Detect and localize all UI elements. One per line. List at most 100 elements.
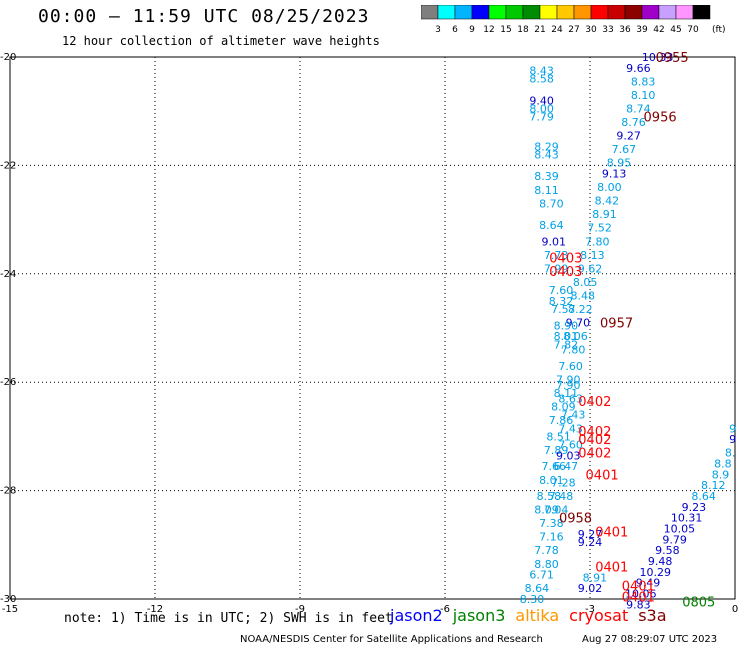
wave-height-label: 10.29 <box>640 566 672 579</box>
lon-tick-label: -15 <box>2 604 18 615</box>
legend-label: 27 <box>568 25 579 35</box>
wave-height-label: 9.02 <box>578 582 603 595</box>
wave-height-label: 7.78 <box>534 544 559 557</box>
legend-label: 70 <box>687 25 699 35</box>
wave-height-label: 9.23 <box>682 501 707 514</box>
wave-height-label: 8.11 <box>554 387 579 400</box>
lon-tick-label: -9 <box>295 604 305 615</box>
satellite-s3a: s3a <box>638 606 667 625</box>
wave-height-label: 9.13 <box>602 168 627 181</box>
wave-height-label: 7.57 <box>551 303 576 316</box>
pass-time-label: 0401 <box>586 468 619 483</box>
wave-height-label: 7.04 <box>544 504 569 517</box>
wave-height-label: 7.38 <box>539 517 564 530</box>
wave-height-label: 8.58 <box>537 490 562 503</box>
wave-height-label: 7.67 <box>612 143 637 156</box>
legend-label: 15 <box>500 25 511 35</box>
wave-height-label: 6.71 <box>529 569 554 582</box>
satellite-jason3: jason3 <box>452 606 506 625</box>
wave-height-label: 9.58 <box>655 544 680 557</box>
wave-height-label: 9.27 <box>578 528 603 541</box>
note-text: note: 1) Time is in UTC; 2) SWH is in fe… <box>64 611 393 626</box>
wave-height-label: 9.24 <box>578 536 603 549</box>
wave-height-label: 8.01 <box>554 330 579 343</box>
pass-time-label: 0402 <box>578 447 611 462</box>
legend-label: 45 <box>670 25 681 35</box>
wave-height-label: 9.62 <box>578 262 603 275</box>
map-title: 00:00 – 11:59 UTC 08/25/2023 <box>38 6 370 27</box>
wave-height-label: 8.9 <box>712 468 730 481</box>
wave-height-label: 7.60 <box>549 284 574 297</box>
wave-height-label: 8.22 <box>568 303 593 316</box>
wave-height-label: 8.13 <box>580 249 605 262</box>
wave-height-label: 8.80 <box>534 558 559 571</box>
lat-tick-label: -26 <box>0 377 16 388</box>
credit-text: NOAA/NESDIS Center for Satellite Applica… <box>240 634 543 645</box>
wave-height-label: 9.40 <box>529 94 554 107</box>
map-subtitle: 12 hour collection of altimeter wave hei… <box>62 34 380 48</box>
wave-height-label: 10.31 <box>671 512 703 525</box>
wave-height-label: 8.8 <box>714 458 732 471</box>
wave-height-label: 9.48 <box>648 555 673 568</box>
wave-height-label: 10.33 <box>642 51 674 64</box>
legend-label: 30 <box>585 25 597 35</box>
wave-height-label: 9.66 <box>626 62 651 75</box>
wave-height-label: 9.79 <box>662 533 687 546</box>
lat-tick-label: -30 <box>0 594 16 605</box>
wave-height-label: 8.09 <box>551 401 576 414</box>
pass-time-label: 0402 <box>578 433 611 448</box>
lon-tick-label: -6 <box>440 604 450 615</box>
wave-height-label: 7.86 <box>549 414 574 427</box>
satellite-legend: jason2 jason3 altika cryosat s3a <box>390 606 677 625</box>
wave-height-label: 8.58 <box>529 73 554 86</box>
wave-height-label: 8.01 <box>539 474 564 487</box>
pass-time-label: 0402 <box>578 395 611 410</box>
wave-height-label: 7.89 <box>544 444 569 457</box>
wave-height-label: 8.51 <box>546 430 571 443</box>
wave-height-label: 7.80 <box>561 344 586 357</box>
legend-unit: (ft) <box>712 25 726 35</box>
wave-height-label: 8.91 <box>592 208 617 221</box>
wave-height-label: 9.83 <box>626 598 651 611</box>
wave-height-label: 10.06 <box>625 588 657 601</box>
wave-height-label: 7.82 <box>554 338 579 351</box>
wave-height-label: 7.60 <box>558 360 583 373</box>
lon-tick-label: -12 <box>147 604 163 615</box>
legend-label: 18 <box>517 25 529 35</box>
wave-height-label: 8.42 <box>595 195 620 208</box>
lat-tick-label: -20 <box>0 52 16 63</box>
wave-height-label: 9.49 <box>636 577 661 590</box>
wave-height-label: 8.43 <box>529 65 554 78</box>
legend-label: 3 <box>435 25 441 35</box>
wave-height-label: 7.66 <box>542 460 567 473</box>
wave-height-label: 8.64 <box>539 219 564 232</box>
map-frame <box>9 56 736 600</box>
wave-height-label: 8.00 <box>529 102 554 115</box>
wave-height-label: 8.32 <box>549 295 574 308</box>
legend-label: 33 <box>602 25 613 35</box>
pass-time-label: 0805 <box>682 596 715 611</box>
wave-height-label: 8.00 <box>597 181 622 194</box>
wave-height-label: 8.05 <box>573 276 598 289</box>
wave-height-label: 8.76 <box>621 116 646 129</box>
wave-height-label: 7.60 <box>558 439 583 452</box>
wave-height-label: 9.01 <box>542 235 567 248</box>
legend-label: 24 <box>551 25 563 35</box>
wave-height-label: 8.10 <box>631 89 656 102</box>
lat-tick-label: -22 <box>0 160 16 171</box>
lon-tick-label: 0 <box>732 604 738 615</box>
pass-time-label: 0958 <box>559 512 592 527</box>
wave-height-label: 8.91 <box>583 571 608 584</box>
pass-time-label: 0403 <box>549 252 582 267</box>
wave-height-label: 6.47 <box>554 460 579 473</box>
legend-label: 9 <box>469 25 475 35</box>
wave-height-label: 9 <box>729 433 736 446</box>
legend-label: 42 <box>653 25 664 35</box>
wave-height-label: 7.80 <box>585 235 610 248</box>
legend-label: 6 <box>452 25 458 35</box>
pass-time-label: 0401 <box>595 525 628 540</box>
wave-height-label: 8.64 <box>691 490 716 503</box>
satellite-altika: altika <box>515 606 560 625</box>
wave-height-label: 9.27 <box>616 130 641 143</box>
wave-height-label: 9.03 <box>556 449 581 462</box>
